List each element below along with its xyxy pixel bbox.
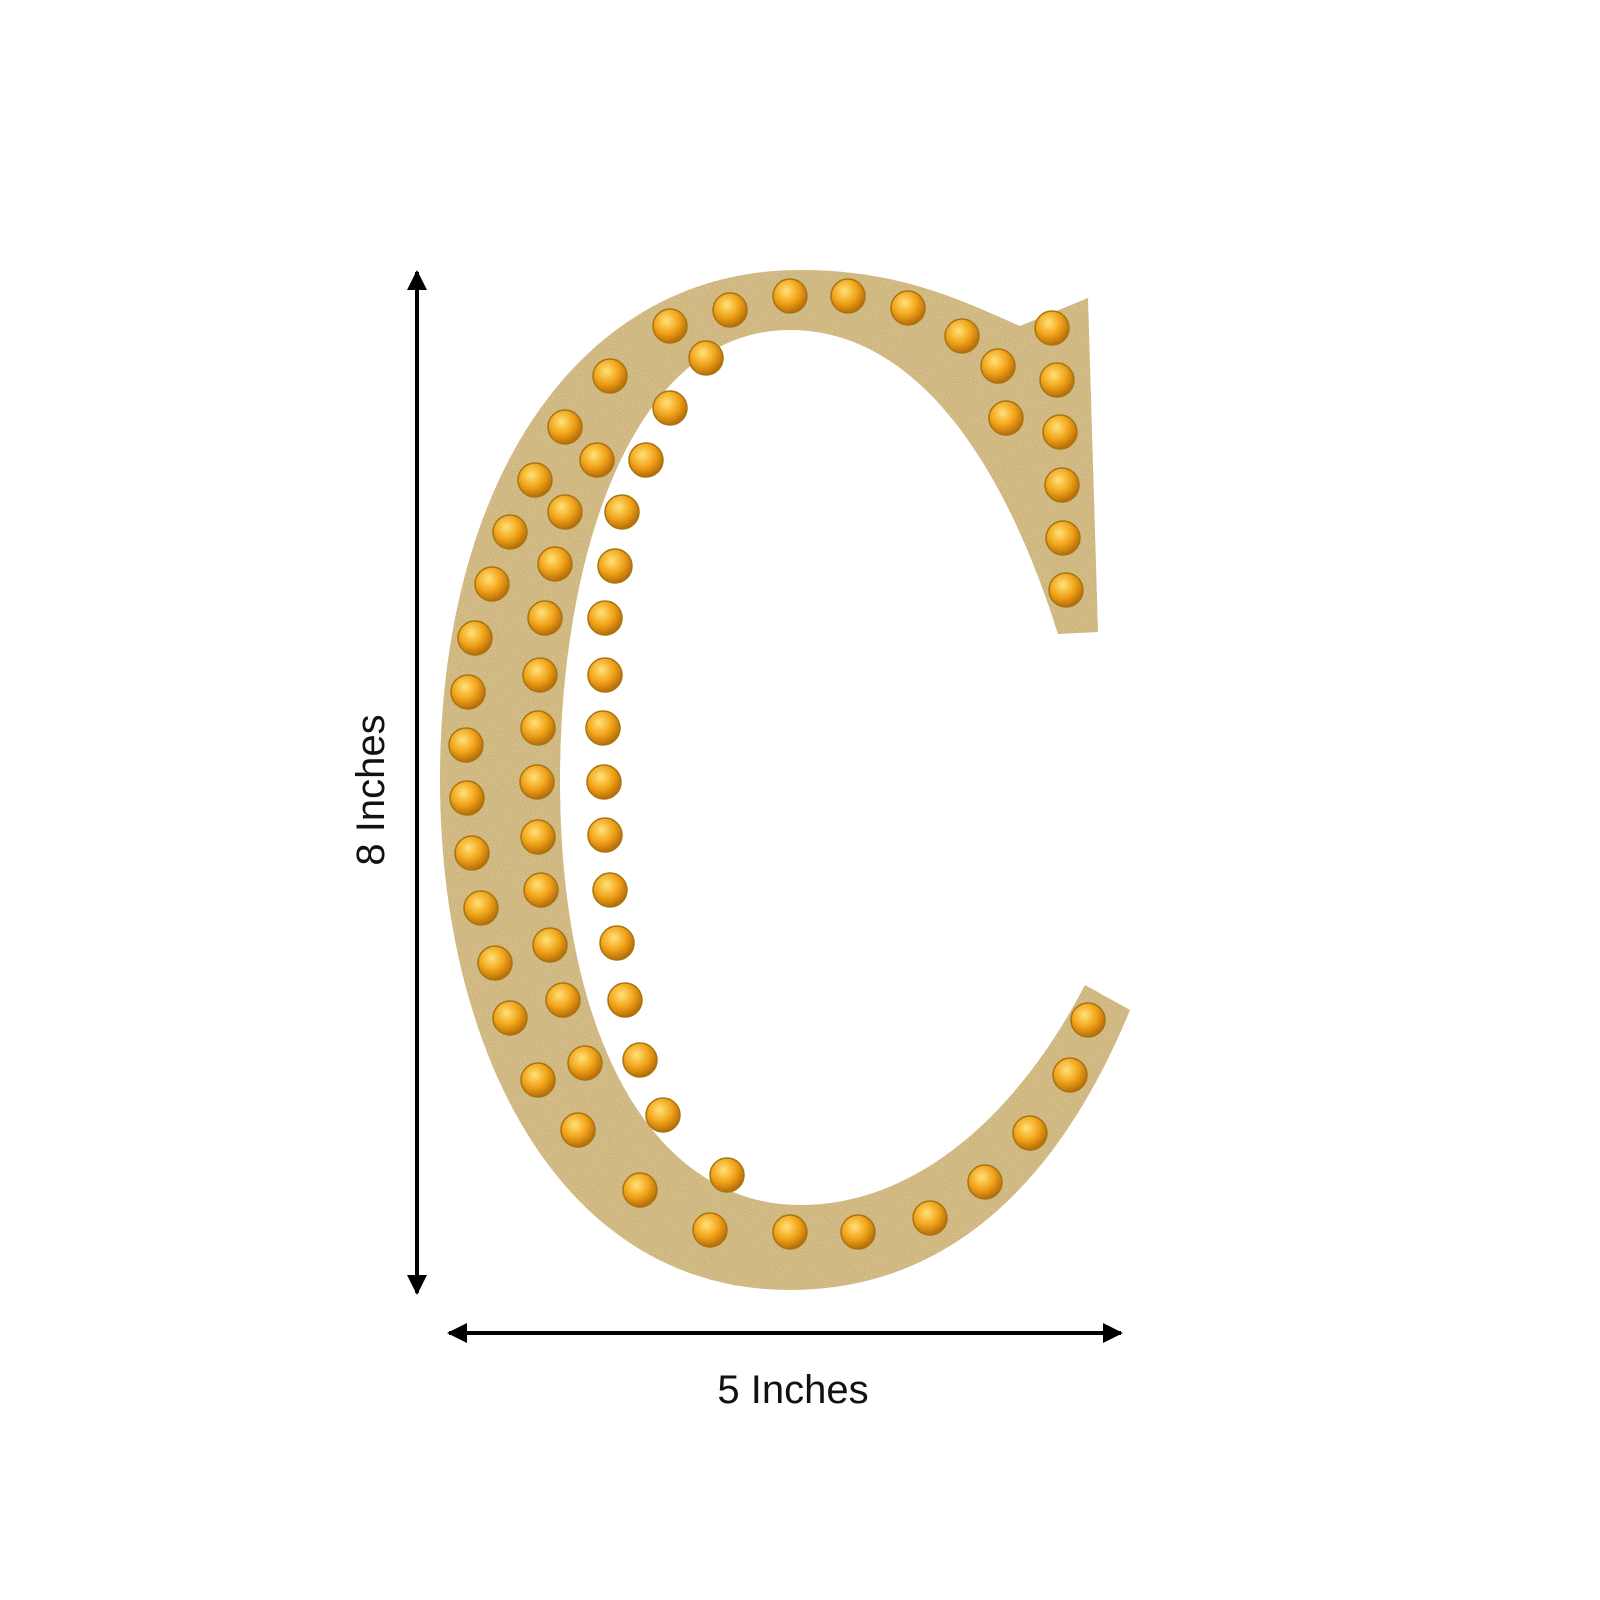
gem	[527, 600, 563, 636]
gem	[463, 890, 499, 926]
gem	[645, 1097, 681, 1133]
gem	[585, 710, 621, 746]
gem	[692, 1212, 728, 1248]
gem	[517, 462, 553, 498]
gem	[586, 764, 622, 800]
gem	[652, 390, 688, 426]
gem	[448, 727, 484, 763]
gem	[567, 1045, 603, 1081]
gem	[1042, 414, 1078, 450]
gem	[560, 1112, 596, 1148]
gem	[652, 308, 688, 344]
gem	[712, 292, 748, 328]
gem	[604, 494, 640, 530]
width-label: 5 Inches	[717, 1368, 868, 1412]
gem	[912, 1200, 948, 1236]
gem	[988, 400, 1024, 436]
gem	[1044, 467, 1080, 503]
gem	[587, 657, 623, 693]
gem	[599, 925, 635, 961]
gem	[772, 1214, 808, 1250]
gem	[1045, 520, 1081, 556]
gem	[1012, 1115, 1048, 1151]
gem	[523, 872, 559, 908]
gem	[944, 318, 980, 354]
gem	[597, 548, 633, 584]
gem	[622, 1172, 658, 1208]
gem	[840, 1214, 876, 1250]
gem	[592, 872, 628, 908]
gem	[980, 348, 1016, 384]
gem	[592, 358, 628, 394]
gem	[474, 566, 510, 602]
gem	[522, 657, 558, 693]
gem	[454, 835, 490, 871]
gem	[1034, 310, 1070, 346]
gem	[709, 1157, 745, 1193]
gem	[628, 442, 664, 478]
gem	[492, 1000, 528, 1036]
gem	[622, 1042, 658, 1078]
gem	[519, 764, 555, 800]
gem	[830, 278, 866, 314]
gem	[477, 945, 513, 981]
gem	[545, 982, 581, 1018]
gem	[579, 442, 615, 478]
gem	[772, 278, 808, 314]
gem	[1070, 1002, 1106, 1038]
gem	[587, 817, 623, 853]
gem	[532, 927, 568, 963]
gem	[688, 340, 724, 376]
gem	[520, 819, 556, 855]
gem	[547, 409, 583, 445]
gem	[1048, 572, 1084, 608]
gem	[450, 674, 486, 710]
gem	[537, 546, 573, 582]
gem	[890, 290, 926, 326]
gem	[587, 600, 623, 636]
gem	[1039, 362, 1075, 398]
gem	[457, 620, 493, 656]
height-label: 8 Inches	[349, 714, 393, 865]
gem	[967, 1164, 1003, 1200]
gem	[1052, 1057, 1088, 1093]
gem	[492, 514, 528, 550]
gem	[449, 780, 485, 816]
gem	[607, 982, 643, 1018]
rhinestone-gems	[448, 278, 1106, 1250]
gem	[547, 494, 583, 530]
gem	[520, 1062, 556, 1098]
gem	[520, 710, 556, 746]
